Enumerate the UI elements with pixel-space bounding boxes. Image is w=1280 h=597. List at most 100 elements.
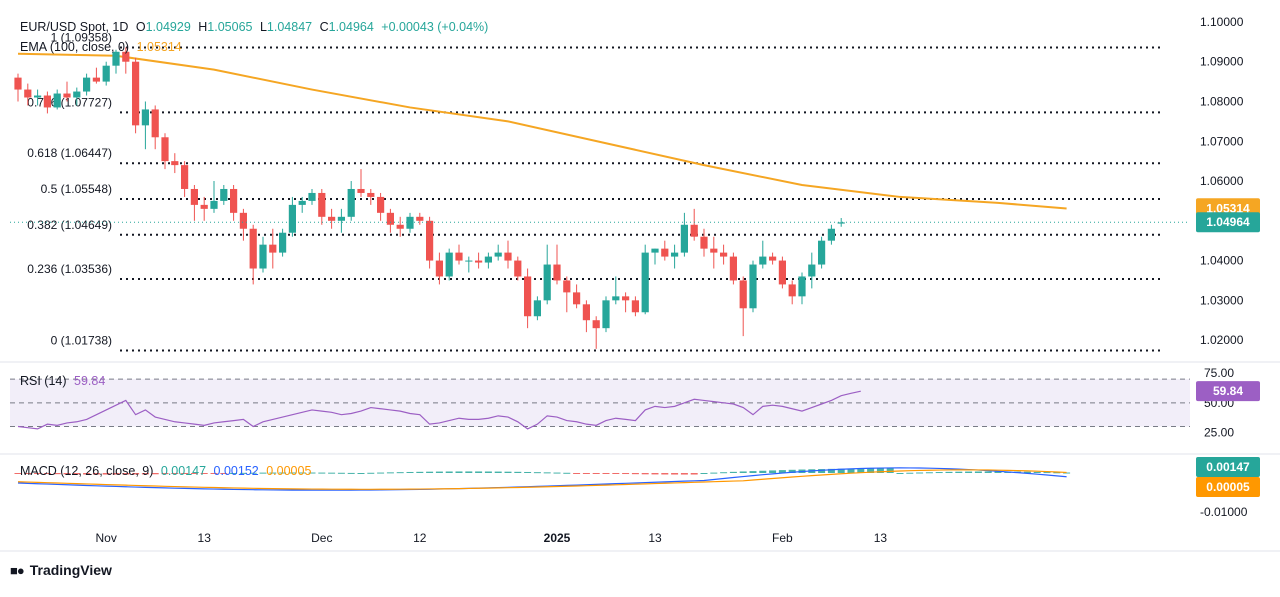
macd-badge-label: 0.00147 bbox=[1206, 460, 1250, 474]
candle-body bbox=[671, 252, 679, 257]
candle-body bbox=[318, 192, 326, 217]
macd-histogram-bar bbox=[788, 469, 796, 473]
candle-body bbox=[445, 252, 453, 277]
macd-histogram-bar bbox=[925, 472, 933, 474]
candle-body bbox=[14, 77, 22, 90]
macd-histogram-bar bbox=[533, 472, 541, 474]
high-label: H bbox=[198, 20, 208, 34]
open-label: O bbox=[135, 20, 146, 34]
macd-histogram-bar bbox=[1053, 472, 1061, 474]
macd-histogram-bar bbox=[847, 468, 855, 473]
macd-value-3: 0.00005 bbox=[266, 464, 312, 478]
candle-body bbox=[592, 320, 600, 329]
macd-value-2: 0.00152 bbox=[213, 464, 259, 478]
tradingview-name: TradingView bbox=[29, 562, 112, 578]
macd-histogram-bar bbox=[122, 473, 130, 475]
price-axis-label: 1.03000 bbox=[1200, 293, 1244, 307]
macd-histogram-bar bbox=[906, 472, 914, 474]
macd-histogram-bar bbox=[749, 471, 757, 473]
candle-body bbox=[818, 240, 826, 265]
macd-histogram-bar bbox=[1043, 472, 1051, 474]
candle-body bbox=[455, 252, 463, 261]
fib-level-label: 0.382 (1.04649) bbox=[27, 218, 112, 232]
candle-body bbox=[239, 212, 247, 229]
candle-body bbox=[661, 248, 669, 257]
macd-badge bbox=[1196, 477, 1260, 497]
macd-histogram-bar bbox=[259, 472, 267, 474]
macd-histogram-bar bbox=[729, 471, 737, 473]
macd-histogram-bar bbox=[514, 471, 522, 473]
candle-body bbox=[298, 200, 306, 205]
price-axis-label: 1.04000 bbox=[1200, 254, 1244, 268]
candle-body bbox=[73, 91, 81, 98]
macd-histogram-bar bbox=[818, 469, 826, 473]
candle-body bbox=[367, 192, 375, 197]
candle-body bbox=[573, 292, 581, 305]
macd-legend: MACD (12, 26, close, 9) 0.00147 0.00152 … bbox=[20, 464, 315, 478]
macd-histogram-bar bbox=[43, 473, 51, 475]
macd-histogram-bar bbox=[406, 471, 414, 473]
candle-body bbox=[651, 248, 659, 253]
macd-value-1: 0.00147 bbox=[160, 464, 207, 478]
candle-body bbox=[435, 260, 443, 277]
macd-histogram-bar bbox=[769, 470, 777, 473]
candle-body bbox=[602, 300, 610, 329]
candle-body bbox=[377, 196, 385, 213]
candle-body bbox=[622, 296, 630, 301]
candle-body bbox=[230, 188, 238, 213]
macd-histogram-bar bbox=[916, 472, 924, 474]
macd-histogram-bar bbox=[504, 471, 512, 473]
macd-histogram-bar bbox=[92, 473, 100, 475]
rsi-badge-label: 59.84 bbox=[1213, 384, 1243, 398]
candle-body bbox=[631, 300, 639, 313]
macd-histogram-bar bbox=[298, 472, 306, 474]
candle-body bbox=[759, 256, 767, 265]
candle-body bbox=[612, 296, 620, 301]
candle-body bbox=[357, 188, 365, 193]
macd-histogram-bar bbox=[416, 471, 424, 473]
candle-body bbox=[181, 165, 189, 189]
fib-level-label: 0.5 (1.05548) bbox=[41, 182, 112, 196]
macd-histogram-bar bbox=[367, 472, 375, 474]
candle-body bbox=[749, 264, 757, 309]
macd-histogram-bar bbox=[484, 471, 492, 473]
price-axis-label: 1.10000 bbox=[1200, 15, 1244, 29]
macd-histogram-bar bbox=[935, 472, 943, 474]
signal-line bbox=[17, 469, 1067, 490]
candle-body bbox=[210, 200, 218, 209]
macd-histogram-bar bbox=[141, 473, 149, 475]
macd-axis-label: -0.01000 bbox=[1200, 505, 1248, 519]
time-axis-label: 2025 bbox=[544, 531, 571, 545]
macd-histogram-bar bbox=[651, 473, 659, 475]
candle-body bbox=[308, 192, 316, 201]
tradingview-branding[interactable]: ■● TradingView bbox=[10, 562, 112, 578]
time-axis-label: 13 bbox=[648, 531, 662, 545]
macd-histogram-bar bbox=[249, 472, 257, 474]
candle-body bbox=[641, 252, 649, 313]
candle-body bbox=[582, 304, 590, 321]
candle-body bbox=[494, 252, 502, 257]
macd-histogram-bar bbox=[288, 472, 296, 474]
candle-body bbox=[533, 300, 541, 317]
candle-body bbox=[24, 89, 32, 98]
macd-histogram-bar bbox=[720, 472, 728, 474]
macd-histogram-bar bbox=[210, 473, 218, 474]
candle-body bbox=[396, 224, 404, 229]
macd-histogram-bar bbox=[524, 471, 532, 473]
candle-body bbox=[200, 204, 208, 209]
rsi-value: 59.84 bbox=[74, 374, 106, 388]
macd-histogram-bar bbox=[886, 468, 894, 473]
candle-body bbox=[102, 65, 110, 82]
candle-body bbox=[386, 212, 394, 225]
price-axis-label: 1.08000 bbox=[1200, 94, 1244, 108]
open-value: 1.04929 bbox=[145, 20, 191, 34]
macd-histogram-bar bbox=[200, 473, 208, 474]
candle-body bbox=[63, 93, 71, 98]
macd-histogram-bar bbox=[857, 468, 865, 473]
candle-body bbox=[220, 188, 228, 201]
macd-histogram-bar bbox=[475, 471, 483, 473]
macd-histogram-bar bbox=[171, 473, 179, 474]
candle-body bbox=[53, 93, 61, 108]
